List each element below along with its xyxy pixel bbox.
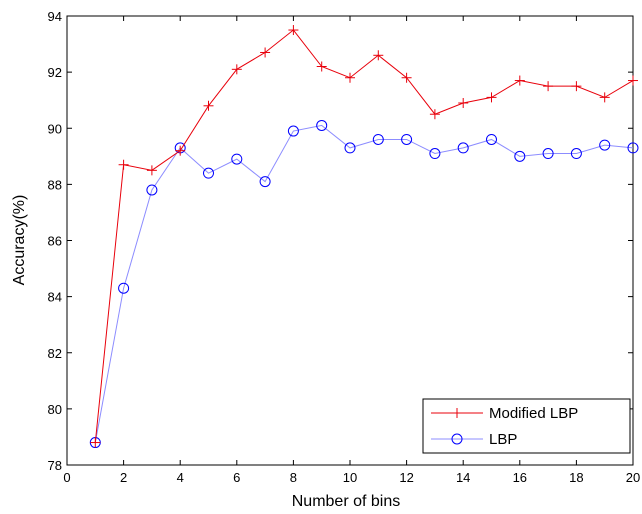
y-tick-label: 94	[48, 9, 62, 24]
data-point-modified-lbp	[90, 437, 101, 448]
x-tick-label: 4	[177, 470, 184, 485]
data-point-modified-lbp	[203, 100, 214, 111]
data-point-modified-lbp	[118, 159, 129, 170]
data-point-lbp	[514, 150, 526, 162]
x-tick-label: 2	[120, 470, 127, 485]
data-point-lbp	[118, 282, 130, 294]
data-point-modified-lbp	[260, 47, 271, 58]
data-point-lbp	[401, 133, 413, 145]
data-point-lbp	[486, 133, 497, 145]
data-point-lbp	[429, 148, 441, 160]
data-point-lbp	[146, 184, 158, 196]
data-point-modified-lbp	[288, 25, 299, 36]
data-point-lbp	[287, 125, 299, 137]
data-point-lbp	[372, 133, 384, 145]
y-tick-label: 92	[48, 65, 62, 80]
data-point-modified-lbp	[599, 92, 610, 103]
series-layer	[89, 25, 639, 449]
plot-area	[66, 15, 634, 466]
y-tick-label: 90	[48, 121, 62, 136]
data-point-lbp	[344, 142, 356, 154]
data-point-modified-lbp	[458, 97, 469, 108]
data-point-lbp	[542, 148, 554, 160]
legend-marker-modified-lbp	[452, 408, 462, 418]
series-line-modified-lbp	[94, 29, 634, 443]
x-tick-label: 18	[569, 470, 583, 485]
x-tick-label: 20	[626, 470, 640, 485]
data-point-lbp	[627, 142, 639, 154]
data-point-modified-lbp	[175, 145, 186, 156]
data-point-lbp	[570, 148, 582, 160]
data-point-modified-lbp	[628, 75, 638, 86]
x-tick-label: 14	[456, 470, 470, 485]
y-axis-label: Accuracy(%)	[11, 195, 28, 286]
data-point-modified-lbp	[316, 61, 327, 72]
data-point-modified-lbp	[401, 72, 412, 83]
legend-marker-lbp	[451, 433, 463, 445]
data-point-lbp	[457, 142, 469, 154]
legend-label-lbp: LBP	[489, 431, 517, 448]
x-tick-label: 12	[399, 470, 413, 485]
y-tick-label: 86	[48, 234, 62, 249]
data-point-lbp	[599, 139, 611, 151]
data-point-lbp	[203, 167, 214, 179]
data-point-modified-lbp	[543, 81, 554, 92]
data-point-lbp	[316, 119, 328, 131]
data-point-lbp	[231, 153, 243, 165]
legend: Modified LBP LBP	[422, 398, 631, 454]
x-tick-label: 16	[513, 470, 527, 485]
data-point-modified-lbp	[146, 165, 157, 176]
x-axis-label: Number of bins	[292, 493, 401, 510]
y-tick-label: 80	[48, 402, 62, 417]
legend-label-modified-lbp: Modified LBP	[489, 405, 578, 422]
x-tick-label: 10	[343, 470, 357, 485]
y-tick-label: 84	[48, 290, 62, 305]
y-tick-label: 82	[48, 346, 62, 361]
data-point-modified-lbp	[514, 75, 525, 86]
data-point-modified-lbp	[571, 81, 582, 92]
data-point-modified-lbp	[429, 109, 440, 120]
axis-ticks: 0 2 4 6 8 10 12 14 16 18 20 78 80 82 84 86 88 90 92 94	[48, 9, 641, 485]
data-point-modified-lbp	[373, 50, 384, 61]
x-tick-label: 0	[63, 470, 70, 485]
legend-marker-lbp	[451, 433, 463, 445]
data-point-modified-lbp	[231, 64, 242, 75]
data-point-modified-lbp	[486, 92, 497, 103]
y-tick-label: 88	[48, 177, 62, 192]
x-tick-label: 6	[233, 470, 240, 485]
x-tick-label: 8	[290, 470, 297, 485]
data-point-lbp	[259, 176, 271, 188]
y-tick-label: 78	[48, 458, 62, 473]
legend-marker-modified-lbp	[452, 408, 462, 418]
data-point-modified-lbp	[345, 72, 355, 83]
